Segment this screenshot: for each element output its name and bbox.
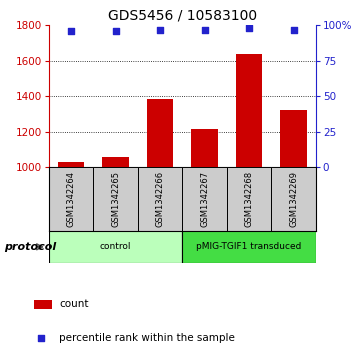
Title: GDS5456 / 10583100: GDS5456 / 10583100 <box>108 9 257 23</box>
Bar <box>271 167 316 231</box>
Text: GSM1342269: GSM1342269 <box>289 171 298 227</box>
Point <box>246 25 252 31</box>
Text: control: control <box>100 242 131 251</box>
Bar <box>34 300 52 309</box>
Point <box>113 28 118 34</box>
Point <box>68 28 74 34</box>
Bar <box>182 167 227 231</box>
Text: protocol: protocol <box>4 242 56 252</box>
Bar <box>227 167 271 231</box>
Text: count: count <box>59 299 89 310</box>
Text: GSM1342264: GSM1342264 <box>66 171 75 227</box>
Bar <box>280 110 307 167</box>
Bar <box>49 167 93 231</box>
Bar <box>93 167 138 231</box>
Bar <box>102 157 129 167</box>
Text: percentile rank within the sample: percentile rank within the sample <box>59 333 235 343</box>
Point <box>157 27 163 33</box>
Bar <box>147 99 173 167</box>
Bar <box>191 129 218 167</box>
Point <box>291 27 296 33</box>
Bar <box>58 162 84 167</box>
Text: GSM1342266: GSM1342266 <box>156 171 165 227</box>
Bar <box>49 231 182 263</box>
Text: GSM1342268: GSM1342268 <box>245 171 253 227</box>
Bar <box>236 54 262 167</box>
Bar <box>138 167 182 231</box>
Point <box>38 335 44 341</box>
Text: GSM1342265: GSM1342265 <box>111 171 120 227</box>
Text: pMIG-TGIF1 transduced: pMIG-TGIF1 transduced <box>196 242 302 251</box>
Point <box>202 27 208 33</box>
Bar <box>182 231 316 263</box>
Text: GSM1342267: GSM1342267 <box>200 171 209 227</box>
